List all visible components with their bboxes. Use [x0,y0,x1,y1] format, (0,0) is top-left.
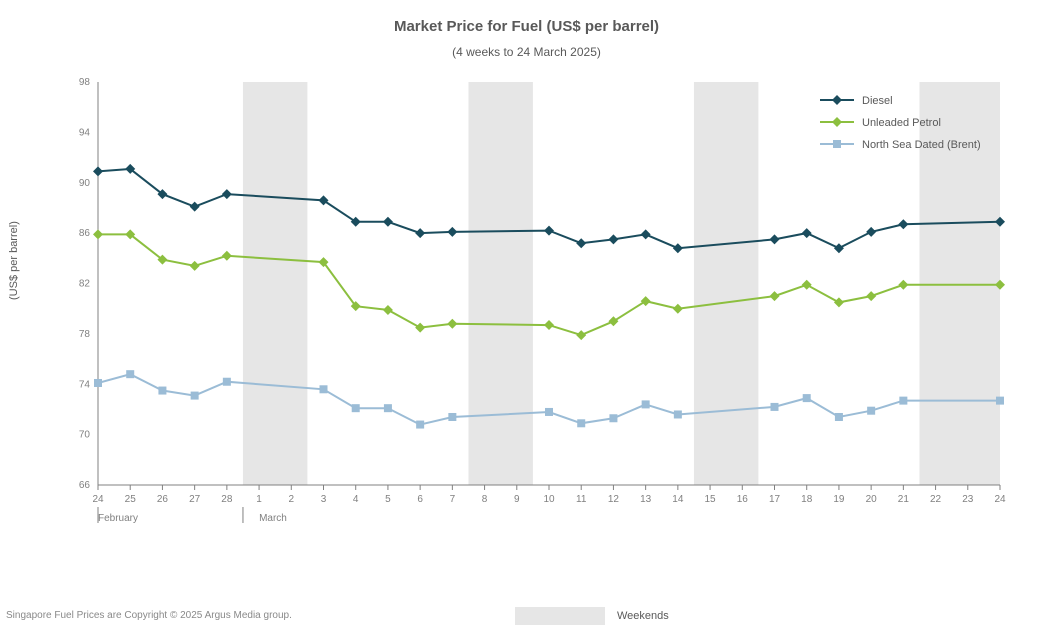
svg-text:98: 98 [79,77,91,88]
svg-text:8: 8 [482,494,488,505]
svg-text:17: 17 [769,494,781,505]
svg-text:9: 9 [514,494,520,505]
svg-text:14: 14 [672,494,684,505]
svg-text:70: 70 [79,430,91,441]
svg-text:22: 22 [930,494,942,505]
weekend-swatch [515,607,605,625]
svg-text:21: 21 [898,494,910,505]
svg-text:North Sea Dated (Brent): North Sea Dated (Brent) [862,139,981,151]
svg-text:15: 15 [705,494,717,505]
svg-text:5: 5 [385,494,391,505]
svg-text:82: 82 [79,279,91,290]
chart-title: Market Price for Fuel (US$ per barrel) [0,0,1053,35]
svg-text:24: 24 [92,494,104,505]
svg-text:2: 2 [289,494,295,505]
svg-text:16: 16 [737,494,749,505]
svg-text:66: 66 [79,480,91,491]
svg-text:90: 90 [79,178,91,189]
svg-text:18: 18 [801,494,813,505]
svg-text:23: 23 [962,494,974,505]
y-axis-label: (US$ per barrel) [8,221,20,300]
svg-text:26: 26 [157,494,169,505]
svg-text:28: 28 [221,494,233,505]
svg-text:Diesel: Diesel [862,95,893,107]
svg-text:3: 3 [321,494,327,505]
svg-text:February: February [98,513,138,524]
svg-text:Unleaded Petrol: Unleaded Petrol [862,117,941,129]
svg-text:74: 74 [79,379,91,390]
svg-text:6: 6 [417,494,423,505]
svg-text:86: 86 [79,228,91,239]
svg-text:10: 10 [543,494,555,505]
svg-text:13: 13 [640,494,652,505]
svg-text:25: 25 [125,494,137,505]
chart-subtitle: (4 weeks to 24 March 2025) [0,35,1053,59]
svg-text:12: 12 [608,494,620,505]
svg-text:78: 78 [79,329,91,340]
svg-text:7: 7 [450,494,456,505]
chart-container: 6670747882869094982425262728123456789101… [50,70,1010,550]
svg-text:4: 4 [353,494,359,505]
svg-text:March: March [259,513,287,524]
svg-text:24: 24 [994,494,1006,505]
svg-text:94: 94 [79,127,91,138]
footer-copyright: Singapore Fuel Prices are Copyright © 20… [6,610,292,621]
svg-text:1: 1 [256,494,262,505]
svg-text:19: 19 [833,494,845,505]
weekend-legend: Weekends [515,607,669,625]
svg-text:27: 27 [189,494,201,505]
svg-text:20: 20 [866,494,878,505]
line-chart: 6670747882869094982425262728123456789101… [50,70,1010,550]
svg-text:11: 11 [576,494,587,505]
weekend-legend-label: Weekends [617,610,669,622]
